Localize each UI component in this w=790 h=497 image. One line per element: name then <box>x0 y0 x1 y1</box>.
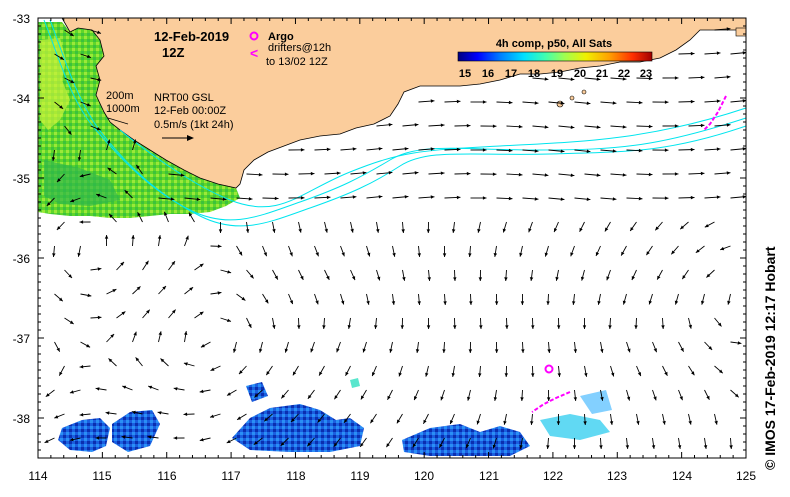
y-tick-label: -33 <box>13 12 31 26</box>
x-tick-label: 116 <box>157 469 176 483</box>
drifter-legend-period: to 13/02 12Z <box>266 56 328 68</box>
drifter-legend-label: drifters@12h <box>268 42 331 54</box>
colorbar-tick: 20 <box>574 68 586 80</box>
x-tick-label: 114 <box>28 469 47 483</box>
colorbar-tick: 16 <box>482 68 494 80</box>
colorbar-tick: 22 <box>618 68 630 80</box>
colorbar-ramp <box>458 52 652 61</box>
scale-label: 0.5m/s (1kt 24h) <box>154 119 233 131</box>
colorbar-tick: 15 <box>459 68 471 80</box>
y-tick-label: -36 <box>13 252 31 266</box>
x-tick-label: 121 <box>479 469 499 483</box>
x-tick-label: 122 <box>543 469 563 483</box>
y-tick-label: -35 <box>13 172 31 186</box>
colorbar-tick: 21 <box>596 68 608 80</box>
colorbar-tick: 18 <box>528 68 540 80</box>
x-tick-label: 115 <box>92 469 111 483</box>
drifter-legend-icon: < <box>250 45 258 61</box>
y-tick-label: -38 <box>13 412 31 426</box>
x-tick-label: 119 <box>350 469 369 483</box>
map-date: 12-Feb-2019 <box>154 29 229 44</box>
x-tick-label: 124 <box>672 469 692 483</box>
x-tick-label: 118 <box>286 469 305 483</box>
colorbar-tick: 23 <box>640 68 652 80</box>
colorbar-tick: 17 <box>505 68 517 80</box>
x-tick-label: 125 <box>736 469 756 483</box>
x-axis-labels: 114 115 116 117 118 119 120 121 122 123 … <box>28 469 756 483</box>
isobath-1000-label: 1000m <box>106 103 140 115</box>
map-time: 12Z <box>162 45 184 60</box>
x-tick-label: 123 <box>607 469 627 483</box>
y-tick-label: -37 <box>13 332 31 346</box>
current-time-label: 12-Feb 00:00Z <box>154 105 226 117</box>
y-axis-labels: -33 -34 -35 -36 -37 -38 <box>13 12 31 426</box>
current-source-label: NRT00 GSL <box>154 92 214 104</box>
colorbar-tick: 19 <box>551 68 563 80</box>
colorbar-title: 4h comp, p50, All Sats <box>496 38 612 50</box>
y-tick-label: -34 <box>13 92 31 106</box>
isobath-200-label: 200m <box>106 90 134 102</box>
x-tick-label: 120 <box>414 469 434 483</box>
credit-text: © IMOS 17-Feb-2019 12:17 Hobart <box>762 246 778 470</box>
x-tick-label: 117 <box>221 469 240 483</box>
